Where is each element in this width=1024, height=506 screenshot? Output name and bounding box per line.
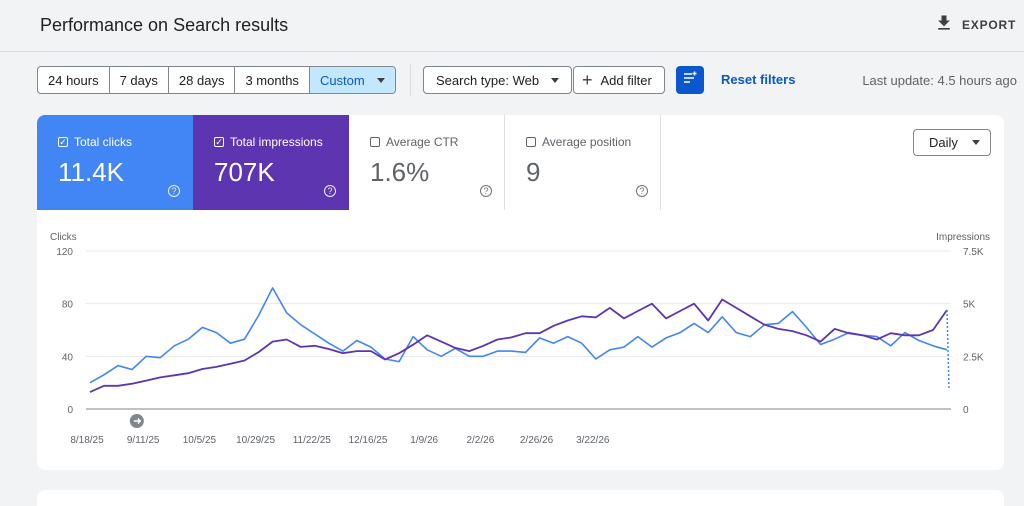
chevron-down-icon [551,77,560,83]
add-filter-label: Add filter [600,72,652,88]
filter-settings-button[interactable] [676,66,704,94]
period-label: Daily [929,135,958,150]
help-icon[interactable]: ? [168,185,180,197]
help-icon[interactable]: ? [324,185,336,197]
x-tick-label: 10/5/25 [183,435,217,446]
checkbox-checked-icon[interactable]: ✓ [58,136,68,147]
last-update-text: Last update: 4.5 hours ago [862,73,1017,88]
metric-value: 707K [214,157,275,187]
checkbox-unchecked-icon[interactable] [370,137,380,147]
add-filter-button[interactable]: + Add filter [573,66,665,94]
metric-total-impressions[interactable]: ✓ Total impressions 707K ? [193,115,349,210]
date-range-3-months[interactable]: 3 months [235,67,310,93]
metric-average-position[interactable]: Average position 9 ? [505,115,661,210]
plus-icon: + [582,70,593,90]
metric-value: 9 [526,157,541,187]
reset-filters-link[interactable]: Reset filters [721,72,796,87]
help-icon[interactable]: ? [636,185,648,197]
search-type-dropdown[interactable]: Search type: Web [423,66,573,94]
page-header: Performance on Search results EXPORT [0,0,1024,52]
chevron-down-icon [376,77,385,83]
checkbox-unchecked-icon[interactable] [526,137,536,147]
filter-toolbar: 24 hours 7 days 28 days 3 months Custom … [0,64,1024,96]
x-tick-label: 11/22/25 [293,435,332,446]
period-dropdown[interactable]: Daily [913,129,991,156]
performance-card: ✓ Total clicks 11.4K ? ✓ Total impressio… [37,115,1004,470]
x-tick-label: 9/11/25 [127,435,160,446]
x-tick-label: 2/2/26 [466,435,494,446]
date-range-24-hours[interactable]: 24 hours [38,67,110,93]
incomplete-data-line [946,309,950,390]
right-tick-label: 0 [963,405,969,416]
left-axis-title: Clicks [50,232,77,243]
toolbar-divider [410,64,411,96]
x-tick-label: 3/22/26 [576,435,610,446]
left-tick-label: 40 [62,352,74,363]
export-label: EXPORT [962,18,1017,32]
x-tick-label: 12/16/25 [349,435,388,446]
date-range-28-days[interactable]: 28 days [169,67,236,93]
help-icon[interactable]: ? [480,185,492,197]
clicks-series-line [89,287,948,384]
right-tick-label: 5K [963,300,976,311]
metric-label: Total impressions [230,135,323,149]
date-range-group: 24 hours 7 days 28 days 3 months Custom [37,66,396,94]
checkbox-checked-icon[interactable]: ✓ [214,136,224,147]
filter-settings-icon [682,70,698,91]
metric-value: 11.4K [58,157,125,187]
search-type-label: Search type: Web [436,72,540,88]
left-tick-label: 0 [67,405,73,416]
metric-label: Average CTR [386,135,459,149]
metric-total-clicks[interactable]: ✓ Total clicks 11.4K ? [37,115,193,210]
performance-chart: Clicks Impressions 120 80 40 0 7.5K 5K 2.5K 0 8/18… [50,232,990,446]
impressions-series-line [89,298,948,393]
right-axis-title: Impressions [936,232,990,243]
download-icon [934,13,954,38]
left-tick-label: 80 [62,300,74,311]
date-range-7-days[interactable]: 7 days [110,67,169,93]
export-button[interactable]: EXPORT [934,14,1016,36]
x-tick-label: 1/9/26 [410,435,438,446]
date-range-custom-label: Custom [319,72,365,88]
metric-value: 1.6% [370,157,430,187]
metric-label: Total clicks [74,135,133,149]
annotation-marker-icon[interactable] [129,414,144,428]
right-tick-label: 2.5K [963,352,984,363]
x-tick-label: 2/26/26 [520,435,554,446]
right-tick-label: 7.5K [963,247,984,258]
x-tick-label: 8/18/25 [70,435,104,446]
left-tick-label: 120 [56,247,73,258]
metric-average-ctr[interactable]: Average CTR 1.6% ? [349,115,505,210]
metric-label: Average position [542,135,632,149]
secondary-card [37,490,1004,506]
page-title: Performance on Search results [40,15,289,35]
date-range-custom[interactable]: Custom [309,67,395,93]
x-tick-label: 10/29/25 [236,435,275,446]
chevron-down-icon [971,140,980,145]
